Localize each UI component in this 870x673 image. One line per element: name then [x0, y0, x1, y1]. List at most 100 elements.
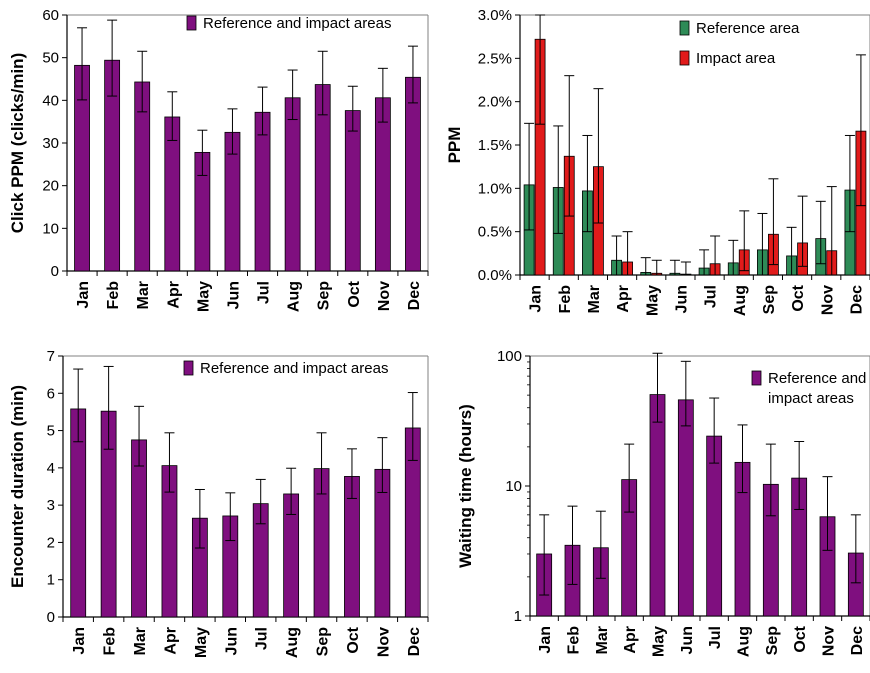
x-tick-label: Apr	[165, 281, 182, 309]
legend-label: Reference and impact areas	[200, 360, 388, 377]
bar	[254, 111, 271, 272]
x-tick-label: Jul	[256, 281, 273, 304]
legend-swatch	[679, 20, 690, 36]
x-tick-label: Feb	[557, 285, 574, 314]
x-tick-label: Jan	[75, 281, 92, 309]
legend-label: Reference and impact areas	[203, 15, 391, 32]
x-tick-label: Apr	[622, 626, 639, 654]
legend-label: Impact area	[696, 50, 776, 67]
y-tick-label: 0.0%	[478, 267, 512, 284]
x-tick-label: Jul	[254, 627, 271, 650]
x-tick-label: Sep	[316, 281, 333, 311]
x-tick-label: May	[644, 285, 661, 316]
x-tick-label: Oct	[790, 284, 807, 311]
y-axis-label: PPM	[445, 127, 464, 164]
y-tick-label: 30	[42, 135, 59, 152]
x-tick-label: Jan	[71, 627, 88, 655]
x-tick-label: Jul	[703, 285, 720, 308]
x-tick-label: Nov	[376, 281, 393, 311]
x-tick-label: Jun	[223, 627, 240, 655]
y-tick-label: 50	[42, 50, 59, 67]
y-tick-label: 3.0%	[478, 7, 512, 24]
x-tick-label: Nov	[821, 626, 838, 656]
x-tick-label: Feb	[566, 626, 583, 655]
y-axis-label: Waiting time (hours)	[456, 404, 475, 568]
x-tick-label: Sep	[315, 627, 332, 657]
legend-label: impact areas	[768, 390, 854, 407]
y-tick-label: 0	[47, 609, 55, 626]
x-tick-label: Dec	[848, 285, 865, 314]
bar	[405, 76, 421, 272]
y-tick-label: 100	[497, 348, 522, 365]
x-tick-label: Aug	[732, 285, 749, 316]
x-tick-label: Oct	[346, 280, 363, 307]
x-tick-label: Apr	[615, 285, 632, 313]
x-tick-label: Apr	[162, 627, 179, 655]
legend-swatch	[679, 50, 690, 66]
panel-waiting-time: 1 10 100 Jan Feb Mar Apr May Jun Jul Aug Sep Oct Nov D…	[456, 348, 870, 657]
y-tick-label: 0.5%	[478, 224, 512, 241]
y-tick-label: 20	[42, 178, 59, 195]
x-tick-label: May	[195, 281, 212, 312]
legend-label: Reference area	[696, 20, 800, 37]
x-tick-label: Jun	[225, 281, 242, 309]
legend-swatch	[183, 360, 194, 376]
legend-swatch	[751, 370, 762, 386]
bar	[374, 97, 391, 272]
x-tick-label: Dec	[406, 281, 423, 310]
y-tick-label: 1.5%	[478, 137, 512, 154]
x-tick-label: Aug	[286, 281, 303, 312]
y-tick-label: 4	[47, 460, 55, 477]
y-axis-label: Click PPM (clicks/min)	[8, 53, 27, 233]
panel-ppm: 0.0% 0.5% 1.0% 1.5% 2.0% 2.5% 3.0% Jan Feb Mar Apr…	[445, 7, 870, 316]
bar	[344, 110, 361, 272]
x-tick-label: Dec	[406, 627, 423, 656]
x-tick-label: Feb	[102, 627, 119, 656]
x-tick-label: May	[651, 626, 668, 657]
x-tick-label: Sep	[761, 285, 778, 315]
y-tick-label: 1	[514, 608, 522, 625]
x-tick-label: Sep	[764, 626, 781, 656]
x-tick-label: Jul	[707, 626, 724, 649]
y-tick-label: 3	[47, 497, 55, 514]
y-tick-label: 1	[47, 572, 55, 589]
x-tick-label: Aug	[284, 627, 301, 658]
panel-encounter-duration: 0 1 2 3 4 5 6 7 Jan Feb Mar Apr May Jun Jul Aug Sep Oct No…	[8, 348, 429, 658]
y-tick-label: 5	[47, 423, 55, 440]
x-tick-label: Nov	[819, 285, 836, 315]
x-tick-label: Mar	[132, 627, 149, 655]
y-tick-label: 1.0%	[478, 180, 512, 197]
y-tick-label: 2	[47, 534, 55, 551]
legend-label: Reference and	[768, 370, 866, 387]
x-tick-label: Mar	[135, 281, 152, 309]
x-tick-label: Jun	[679, 626, 696, 654]
y-tick-label: 6	[47, 385, 55, 402]
bar	[284, 97, 301, 272]
y-tick-label: 2.5%	[478, 50, 512, 67]
y-tick-label: 10	[505, 478, 522, 495]
x-tick-label: May	[193, 627, 210, 658]
x-tick-label: Mar	[586, 285, 603, 313]
legend-swatch	[186, 15, 197, 31]
x-tick-label: Oct	[792, 625, 809, 652]
bar	[649, 394, 666, 617]
x-tick-label: Jan	[537, 626, 554, 654]
y-tick-label: 2.0%	[478, 94, 512, 111]
x-tick-label: Oct	[345, 626, 362, 653]
x-tick-label: Feb	[105, 281, 122, 310]
x-tick-label: Jun	[673, 285, 690, 313]
y-tick-label: 40	[42, 92, 59, 109]
y-tick-label: 7	[47, 348, 55, 365]
y-tick-label: 60	[42, 7, 59, 24]
panel-click-ppm: 0 10 20 30 40 50 60 Jan Feb Mar Apr May Jun Jul Aug Sep…	[8, 7, 429, 312]
x-tick-label: Dec	[849, 626, 866, 655]
x-tick-label: Mar	[594, 626, 611, 654]
x-tick-label: Nov	[375, 627, 392, 657]
y-tick-label: 0	[51, 263, 59, 280]
y-tick-label: 10	[42, 220, 59, 237]
x-tick-label: Aug	[736, 626, 753, 657]
bar	[677, 399, 694, 617]
x-tick-label: Jan	[528, 285, 545, 313]
y-axis-label: Encounter duration (min)	[8, 385, 27, 588]
